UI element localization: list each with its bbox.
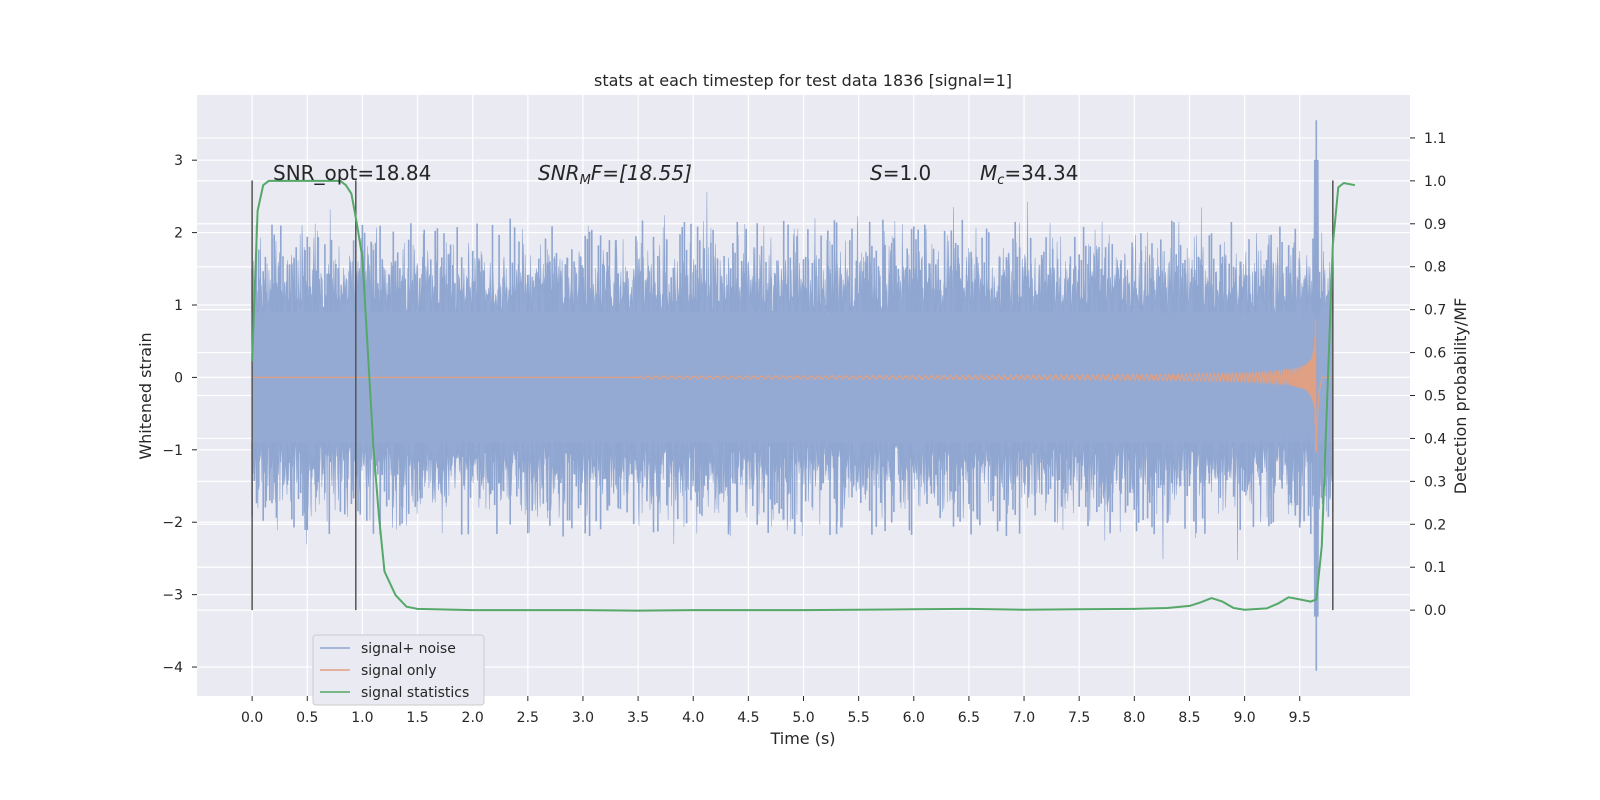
chart-title: stats at each timestep for test data 183…	[594, 71, 1012, 90]
y-left-tick-label-0: 3	[174, 153, 183, 169]
x-tick-label-16: 8.0	[1123, 710, 1145, 726]
x-tick-label-7: 3.5	[627, 710, 649, 726]
x-tick-label-12: 6.0	[903, 710, 925, 726]
legend-box	[312, 634, 485, 706]
y-right-axis-label: Detection probability/MF	[1451, 298, 1470, 495]
series-signal-only	[252, 319, 1333, 453]
y-right-tick-label-11: 0.0	[1424, 603, 1446, 619]
x-tick-label-18: 9.0	[1233, 710, 1255, 726]
legend-label-signal-noise: signal+ noise	[361, 641, 456, 657]
y-right-tick-label-9: 0.2	[1424, 517, 1446, 533]
legend-label-signal-statistics: signal statistics	[361, 685, 469, 701]
x-tick-label-13: 6.5	[958, 710, 980, 726]
x-tick-label-10: 5.0	[792, 710, 814, 726]
x-tick-label-5: 2.5	[517, 710, 539, 726]
x-tick-label-14: 7.0	[1013, 710, 1035, 726]
y-right-tick-label-6: 0.5	[1424, 389, 1446, 405]
annotation-snr-mf: SNRMF=[18.55]	[538, 161, 692, 188]
y-right-tick-label-4: 0.7	[1424, 303, 1446, 319]
x-tick-label-3: 1.5	[406, 710, 428, 726]
x-tick-label-9: 4.5	[737, 710, 759, 726]
annotation-mc-subscript: c	[997, 173, 1004, 188]
annotation-mc-symbol: M	[980, 161, 997, 185]
y-left-tick-label-2: 1	[174, 298, 183, 314]
x-tick-label-19: 9.5	[1289, 710, 1311, 726]
annotation-s: S=1.0	[870, 161, 931, 185]
y-left-tick-label-4: −1	[162, 443, 183, 459]
series-signal-statistics	[251, 179, 1356, 612]
y-right-tick-label-10: 0.1	[1424, 560, 1446, 576]
y-right-tick-label-7: 0.4	[1424, 431, 1446, 447]
y-right-tick-label-3: 0.8	[1424, 260, 1446, 276]
y-right-tick-label-5: 0.6	[1424, 346, 1446, 362]
x-tick-label-11: 5.5	[848, 710, 870, 726]
annotation-s-symbol: S	[870, 161, 883, 185]
y-left-tick-label-7: −4	[162, 660, 183, 676]
y-right-tick-label-2: 0.9	[1424, 217, 1446, 233]
signal-statistics-line	[251, 179, 1356, 612]
y-left-tick-labels: 3 2 1 0 −1 −2 −3 −4	[162, 153, 197, 676]
signal-only-line	[252, 319, 1333, 453]
x-tick-label-6: 3.0	[572, 710, 594, 726]
y-right-tick-label-8: 0.3	[1424, 474, 1446, 490]
annotation-snr-mf-rest: F=[18.55]	[591, 161, 692, 185]
legend: signal+ noise signal only signal statist…	[312, 634, 485, 706]
x-tick-labels: 0.0 0.5 1.0 1.5 2.0 2.5 3.0 3.5 4.0 4.5 5.0 5.5 6.0 6…	[241, 696, 1311, 726]
y-left-tick-label-5: −2	[162, 515, 183, 531]
x-tick-label-2: 1.0	[351, 710, 373, 726]
x-axis-label: Time (s)	[769, 729, 835, 748]
y-right-tick-labels: 1.1 1.0 0.9 0.8 0.7 0.6 0.5 0.4 0.3 0.2 0.1 0.0	[1410, 131, 1446, 619]
annotation-snr-mf-subscript: M	[580, 173, 591, 188]
annotation-snr-opt: SNR_opt=18.84	[273, 161, 431, 185]
annotation-s-rest: =1.0	[883, 161, 932, 185]
legend-label-signal-only: signal only	[361, 663, 436, 679]
annotation-mc-rest: =34.34	[1004, 161, 1078, 185]
x-tick-label-1: 0.5	[296, 710, 318, 726]
y-left-tick-label-3: 0	[174, 370, 183, 386]
x-tick-label-15: 7.5	[1068, 710, 1090, 726]
y-right-tick-label-0: 1.1	[1424, 131, 1446, 147]
y-right-tick-label-1: 1.0	[1424, 174, 1446, 190]
y-left-axis-label: Whitened strain	[136, 332, 155, 459]
x-tick-label-4: 2.0	[462, 710, 484, 726]
y-left-tick-label-1: 2	[174, 226, 183, 242]
y-left-tick-label-6: −3	[162, 588, 183, 604]
x-tick-label-8: 4.0	[682, 710, 704, 726]
x-tick-label-17: 8.5	[1178, 710, 1200, 726]
x-tick-label-0: 0.0	[241, 710, 263, 726]
annotation-mc: Mc=34.34	[980, 161, 1078, 188]
annotation-snr-mf-symbol: SNR	[538, 161, 580, 185]
